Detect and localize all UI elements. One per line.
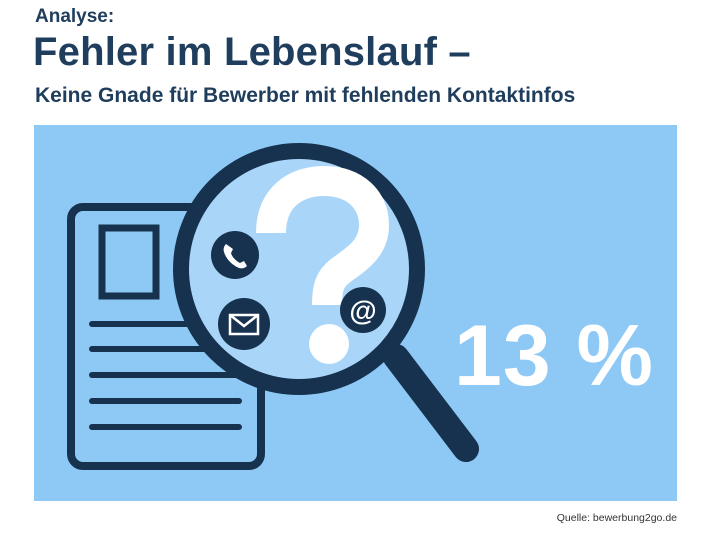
question-mark-icon: [256, 165, 390, 364]
infographic-panel: @ 13 %: [34, 125, 677, 501]
percentage-value: 13 %: [454, 308, 655, 404]
source-credit: Quelle: bewerbung2go.de: [556, 512, 677, 524]
at-sign-icon: @: [340, 287, 386, 333]
envelope-icon: [218, 298, 270, 350]
page-title: Fehler im Lebenslauf –: [33, 30, 471, 74]
phone-icon: [211, 231, 259, 279]
page-subtitle: Keine Gnade für Bewerber mit fehlenden K…: [35, 84, 576, 107]
illustration: @: [67, 143, 479, 470]
svg-text:@: @: [349, 295, 376, 326]
kicker-label: Analyse:: [35, 6, 115, 27]
